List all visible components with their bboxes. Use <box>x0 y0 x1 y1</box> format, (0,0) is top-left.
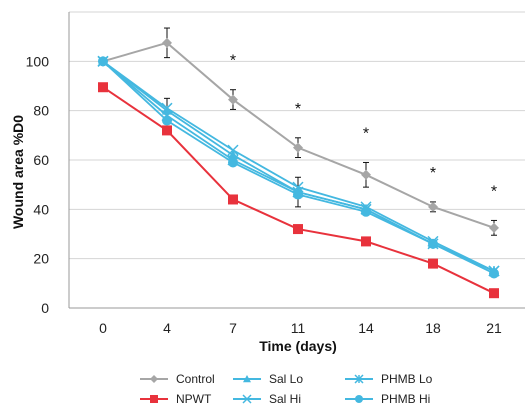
x-tick-label: 14 <box>358 320 374 336</box>
legend-label: NPWT <box>176 392 212 406</box>
data-point <box>293 142 303 153</box>
data-point <box>361 206 371 217</box>
data-point <box>228 157 238 168</box>
legend-item: Sal Lo <box>233 372 303 386</box>
data-point <box>228 94 238 105</box>
marker-stroke <box>227 144 239 156</box>
data-point <box>162 115 172 126</box>
legend-label: Sal Lo <box>269 372 303 386</box>
legend-label: Sal Hi <box>269 392 301 406</box>
y-tick-label: 0 <box>41 300 49 316</box>
data-point <box>354 374 364 384</box>
data-point <box>162 125 172 136</box>
gridlines <box>69 11 525 260</box>
data-point <box>293 189 303 200</box>
data-point <box>228 194 238 205</box>
x-tick-label: 0 <box>99 320 107 336</box>
legend-item: PHMB Hi <box>345 392 430 406</box>
legend-item: Sal Hi <box>233 392 301 406</box>
data-point <box>428 258 438 269</box>
x-tick-label: 11 <box>291 320 306 336</box>
y-axis-title: Wound area %D0 <box>10 115 26 229</box>
legend-item: Control <box>140 372 215 386</box>
data-point <box>293 224 303 235</box>
y-tick-label: 100 <box>26 53 50 69</box>
data-point <box>162 37 172 48</box>
data-point <box>489 222 499 233</box>
y-tick-label: 80 <box>33 103 49 119</box>
data-point <box>489 268 499 279</box>
x-tick-label: 7 <box>229 320 237 336</box>
data-point <box>489 288 499 299</box>
significance-star: * <box>491 183 497 200</box>
data-point <box>227 144 239 156</box>
significance-star: * <box>363 125 369 142</box>
data-point <box>98 56 108 67</box>
significance-star: * <box>164 0 170 8</box>
data-point <box>361 169 371 180</box>
data-point <box>428 238 438 249</box>
data-point <box>150 375 158 383</box>
x-tick-label: 4 <box>163 320 171 336</box>
y-tick-label: 60 <box>33 152 49 168</box>
legend-label: PHMB Lo <box>381 372 433 386</box>
y-tick-label: 40 <box>33 201 49 217</box>
legend-label: Control <box>176 372 215 386</box>
markers-layer <box>97 27 500 299</box>
significance-star: * <box>430 165 436 182</box>
y-tick-label: 20 <box>33 251 49 267</box>
data-point <box>361 236 371 247</box>
data-point <box>428 201 438 212</box>
data-point <box>243 375 251 383</box>
x-tick-label: 21 <box>486 320 502 336</box>
legend-item: PHMB Lo <box>345 372 433 386</box>
significance-markers: * * * * * * <box>164 0 497 200</box>
data-point <box>355 395 363 403</box>
data-point <box>98 82 108 93</box>
data-point <box>150 395 158 403</box>
legend-label: PHMB Hi <box>381 392 430 406</box>
significance-star: * <box>295 101 301 118</box>
data-point <box>242 394 252 404</box>
significance-star: * <box>230 53 236 70</box>
axes: 0 20 40 60 80 100 0 4 7 11 14 18 21 <box>26 12 525 336</box>
marker-stroke <box>242 394 252 404</box>
legend-item: NPWT <box>140 392 212 406</box>
x-axis-title: Time (days) <box>259 338 337 354</box>
legend: Control Sal Lo PHMB Lo NPWT Sal Hi PHMB Hi <box>140 372 433 406</box>
x-tick-label: 18 <box>425 320 441 336</box>
